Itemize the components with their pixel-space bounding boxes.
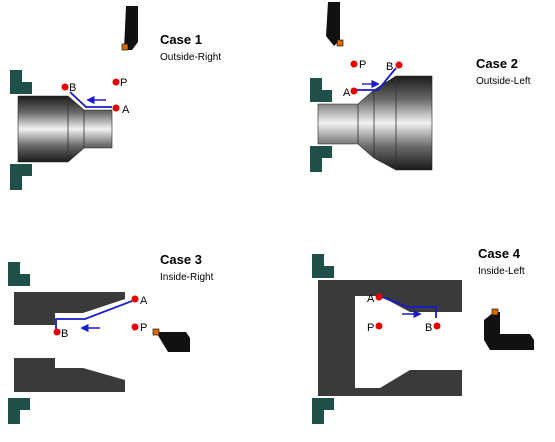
point-b-label: B — [69, 82, 76, 94]
case-4-subtitle: Inside-Left — [478, 266, 525, 277]
point-b-label: B — [61, 328, 68, 340]
point-a-label: A — [367, 293, 375, 305]
case-2-subtitle: Outside-Left — [476, 76, 531, 87]
toolpath — [381, 296, 437, 318]
case-1: B P A Case 1 Outside-Right — [10, 6, 221, 190]
chuck-jaw-top — [310, 78, 332, 102]
chuck-jaw-bottom — [10, 164, 32, 190]
point-a-label: A — [343, 87, 351, 99]
point-p-marker — [131, 323, 139, 331]
point-a-marker — [131, 295, 139, 303]
point-a-marker — [112, 104, 120, 112]
chuck-jaw-bottom — [8, 398, 30, 424]
case-3: A B P Case 3 Inside-Right — [8, 252, 214, 424]
cutting-tool — [124, 6, 138, 50]
point-b-marker — [395, 61, 403, 69]
chuck-jaw-top — [312, 254, 334, 278]
tool-tip — [152, 328, 160, 336]
toolpath — [55, 300, 133, 330]
point-b-marker — [433, 322, 441, 330]
chuck-jaw-bottom — [312, 398, 334, 424]
point-a-label: A — [140, 295, 148, 307]
case-2-title: Case 2 — [476, 56, 518, 71]
tool-tip — [491, 308, 499, 316]
tool-tip — [336, 39, 344, 47]
point-p-marker — [112, 78, 120, 86]
workpiece-body — [318, 280, 462, 396]
cutting-tool — [326, 2, 340, 46]
point-b-marker — [53, 328, 61, 336]
point-p-marker — [375, 322, 383, 330]
tool-tip — [121, 43, 129, 51]
point-p-label: P — [359, 59, 366, 71]
chuck-jaw-top — [8, 262, 30, 286]
case-4: A P B Case 4 Inside-Left — [312, 246, 534, 424]
workpiece — [17, 95, 113, 163]
point-b-marker — [61, 83, 69, 91]
point-p-label: P — [140, 322, 147, 334]
point-p-marker — [350, 60, 358, 68]
cutting-tool — [484, 312, 534, 350]
point-a-marker — [375, 293, 383, 301]
case-3-subtitle: Inside-Right — [160, 272, 214, 283]
point-a-label: A — [122, 104, 130, 116]
case-3-title: Case 3 — [160, 252, 202, 267]
workpiece-upper-wall — [14, 292, 125, 325]
point-p-label: P — [120, 77, 127, 89]
workpiece — [317, 75, 433, 171]
case-4-title: Case 4 — [478, 246, 521, 261]
case-1-title: Case 1 — [160, 32, 202, 47]
workpiece-lower-wall — [14, 358, 125, 392]
point-b-label: B — [386, 61, 393, 73]
toolpath — [356, 67, 397, 91]
cutting-tool — [156, 332, 190, 352]
point-a-marker — [350, 87, 358, 95]
toolpath — [69, 91, 112, 108]
point-p-label: P — [367, 322, 374, 334]
chuck-jaw-bottom — [310, 146, 332, 172]
case-1-subtitle: Outside-Right — [160, 52, 221, 63]
point-b-label: B — [425, 322, 432, 334]
chuck-jaw-top — [10, 70, 32, 94]
case-2: P B A Case 2 Outside-Left — [310, 2, 531, 172]
